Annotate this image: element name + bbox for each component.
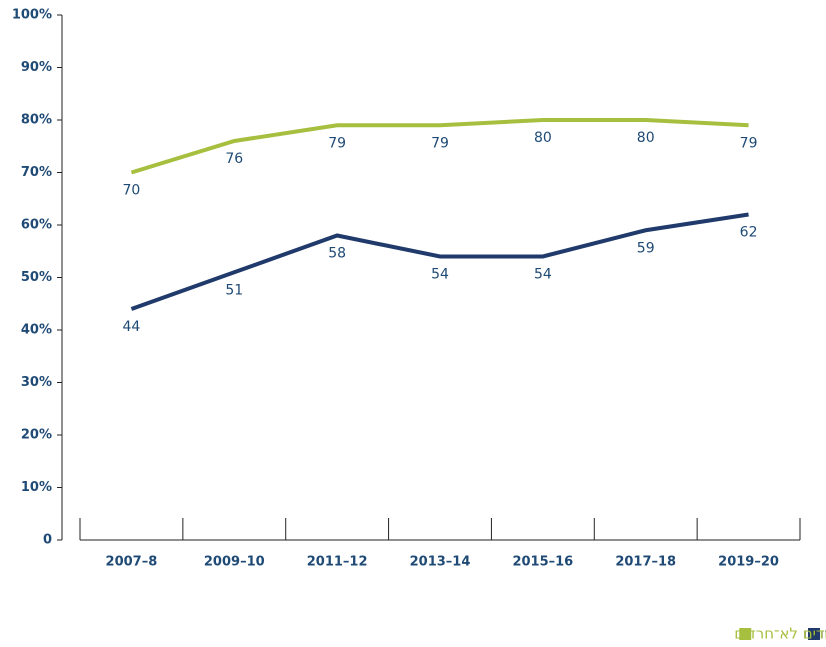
y-tick-label: 30% bbox=[21, 375, 52, 390]
data-label: 80 bbox=[534, 130, 552, 146]
y-tick-label: 50% bbox=[21, 270, 52, 285]
y-tick-label: 90% bbox=[21, 60, 52, 75]
y-tick-label: 60% bbox=[21, 218, 52, 233]
x-tick-label: 2009–10 bbox=[204, 555, 265, 570]
data-label: 51 bbox=[225, 282, 243, 298]
data-label: 80 bbox=[637, 130, 655, 146]
x-tick-label: 2013–14 bbox=[410, 555, 471, 570]
y-tick-label: 70% bbox=[21, 165, 52, 180]
data-label: 76 bbox=[225, 151, 243, 167]
data-label: 44 bbox=[123, 319, 141, 335]
y-tick-label: 10% bbox=[21, 480, 52, 495]
data-label: 54 bbox=[534, 267, 552, 283]
data-label: 70 bbox=[123, 183, 141, 199]
data-label: 79 bbox=[431, 135, 449, 151]
data-label: 54 bbox=[431, 267, 449, 283]
series-line bbox=[131, 215, 748, 310]
y-tick-label: 0 bbox=[43, 533, 52, 548]
y-tick-label: 100% bbox=[12, 8, 52, 23]
x-tick-label: 2015–16 bbox=[512, 555, 573, 570]
page: 0 10% 20% 30% 40% 50% 60% 70% 80% 90% 100% 2007–8 20… bbox=[0, 0, 826, 647]
y-tick-label: 80% bbox=[21, 113, 52, 128]
x-tick-label: 2011–12 bbox=[307, 555, 368, 570]
x-tick-label: 2007–8 bbox=[106, 555, 158, 570]
y-tick-label: 20% bbox=[21, 428, 52, 443]
data-label: 79 bbox=[740, 135, 758, 151]
x-tick-label: 2017–18 bbox=[615, 555, 676, 570]
legend-label: יהודים לא־חרדים bbox=[734, 625, 826, 643]
y-tick-label: 40% bbox=[21, 323, 52, 338]
data-label: 62 bbox=[740, 225, 758, 241]
x-tick-label: 2019–20 bbox=[718, 555, 779, 570]
data-label: 58 bbox=[328, 246, 346, 262]
chart: 0 10% 20% 30% 40% 50% 60% 70% 80% 90% 100% 2007–8 20… bbox=[0, 0, 826, 647]
data-label: 59 bbox=[637, 240, 655, 256]
data-label: 79 bbox=[328, 135, 346, 151]
